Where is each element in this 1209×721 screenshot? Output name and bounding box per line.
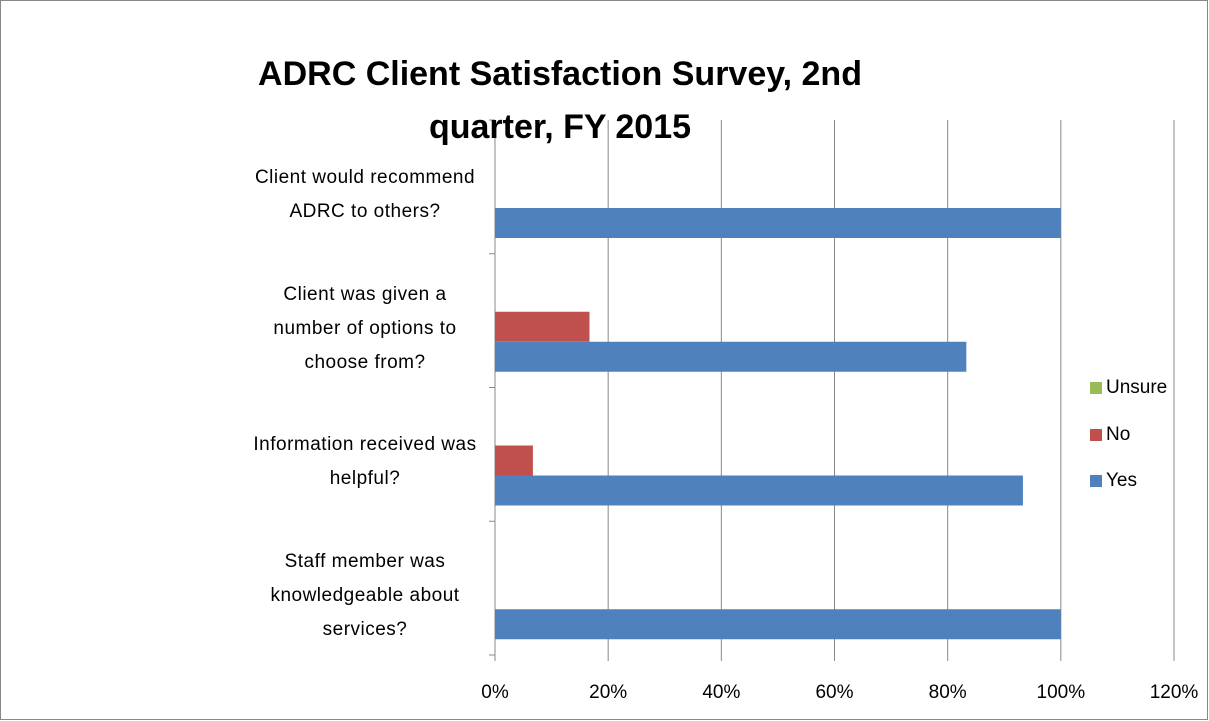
bar	[495, 208, 1061, 238]
bar	[495, 311, 590, 342]
chart-title: ADRC Client Satisfaction Survey, 2nd qua…	[258, 55, 862, 146]
bar	[495, 609, 1061, 640]
x-tick-label: 100%	[1037, 682, 1086, 703]
legend-label: Unsure	[1106, 377, 1167, 398]
y-tick-label: Client was given a number of options to …	[273, 283, 457, 373]
x-tick-label: 60%	[815, 682, 853, 703]
bar	[495, 341, 967, 372]
legend-label: No	[1106, 424, 1130, 445]
legend-swatch	[1090, 475, 1102, 487]
y-tick-label: Staff member was knowledgeable about ser…	[270, 551, 460, 641]
x-tick-label: 120%	[1150, 682, 1199, 703]
x-tick-label: 20%	[589, 682, 627, 703]
x-tick-label: 40%	[702, 682, 740, 703]
y-tick-label: Client would recommend ADRC to others?	[254, 166, 476, 222]
bar	[495, 475, 1023, 506]
x-tick-label: 0%	[481, 682, 509, 703]
legend-label: Yes	[1106, 470, 1137, 491]
x-tick-label: 80%	[929, 682, 967, 703]
y-tick-label: Information received was helpful?	[253, 434, 477, 490]
legend-swatch	[1090, 429, 1102, 441]
legend-swatch	[1090, 382, 1102, 394]
bar	[495, 445, 533, 476]
